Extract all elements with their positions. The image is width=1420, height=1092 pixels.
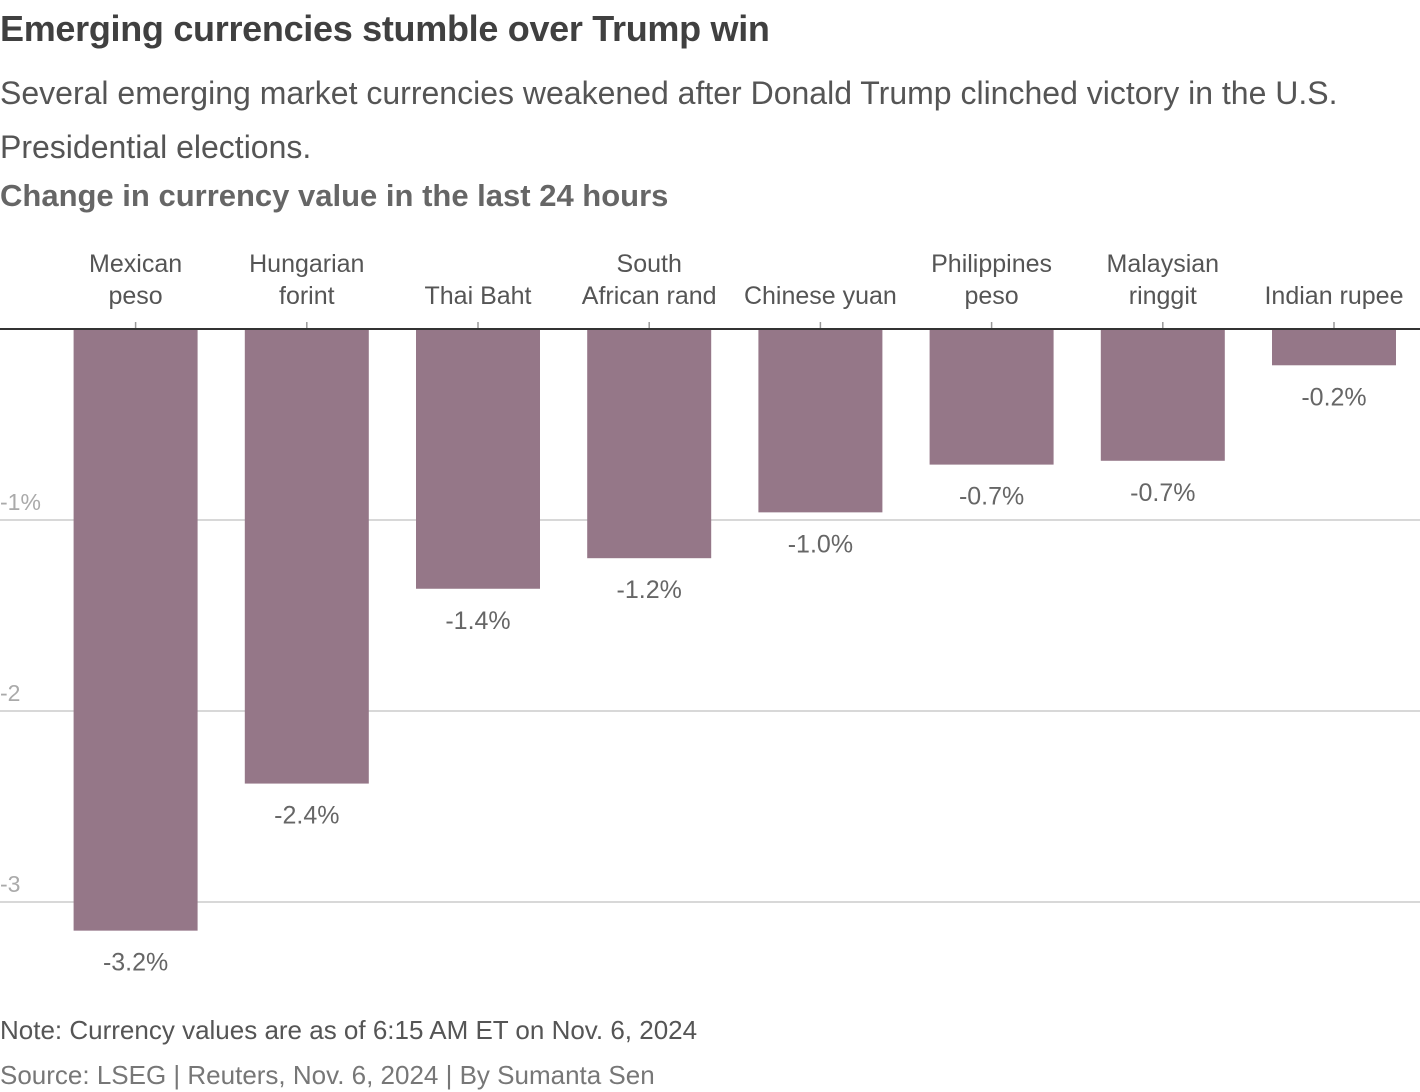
category-label: Malaysian ringgit: [1107, 250, 1220, 310]
chart-subtitle: Several emerging market currencies weake…: [0, 75, 1338, 165]
value-label: -0.7%: [959, 483, 1024, 511]
value-label: -3.2%: [103, 949, 168, 977]
chart-note: Note: Currency values are as of 6:15 AM …: [0, 1015, 698, 1045]
bar: [1100, 329, 1225, 461]
category-label: Indian rupee: [1264, 282, 1403, 310]
category-label: Philippines peso: [931, 250, 1052, 310]
bar: [244, 329, 369, 784]
y-tick-label: -1%: [0, 489, 41, 515]
category-label: Thai Baht: [424, 282, 531, 310]
chart-title-main: Emerging currencies stumble over Trump w…: [0, 8, 770, 49]
category-label: Mexican peso: [89, 250, 182, 310]
value-label: -0.7%: [1130, 479, 1195, 507]
value-label: -1.0%: [788, 530, 853, 558]
bar: [416, 329, 540, 589]
category-label: Chinese yuan: [744, 282, 897, 310]
y-tick-label: -3: [0, 871, 20, 897]
chart-source: Source: LSEG | Reuters, Nov. 6, 2024 | B…: [0, 1060, 655, 1090]
bar: [758, 329, 883, 513]
y-tick-label: -2: [0, 680, 20, 706]
bar-chart: -1% -2 -3 Mexican peso -3.2% Hungarian forint -2…: [0, 250, 1420, 977]
category-label: South African rand: [582, 250, 717, 310]
value-label: -0.2%: [1301, 383, 1366, 411]
value-label: -1.4%: [445, 607, 510, 635]
value-label: -2.4%: [274, 802, 339, 830]
value-label: -1.2%: [617, 576, 682, 604]
chart-heading: Change in currency value in the last 24 …: [0, 178, 669, 213]
category-label: Hungarian forint: [249, 250, 364, 310]
bar: [1272, 329, 1396, 366]
bar: [929, 329, 1054, 465]
bar: [587, 329, 712, 559]
bar: [73, 329, 198, 931]
